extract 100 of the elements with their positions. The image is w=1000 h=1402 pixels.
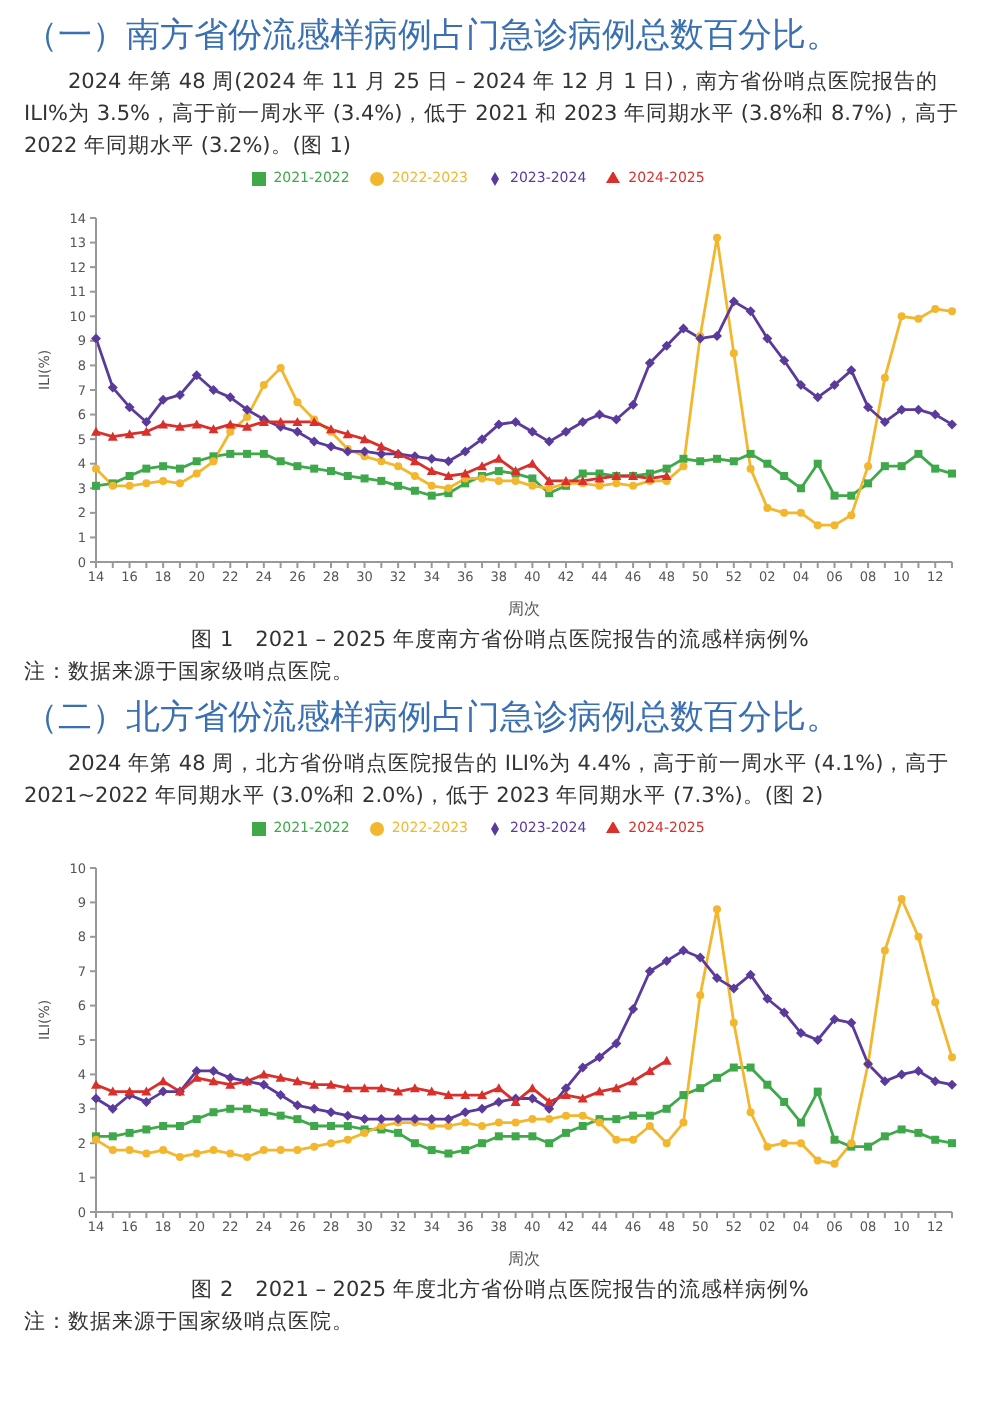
point <box>293 1115 302 1124</box>
point <box>393 1086 404 1096</box>
point <box>578 1122 587 1130</box>
point <box>410 472 419 480</box>
point <box>310 1142 319 1151</box>
point <box>443 456 454 467</box>
point <box>444 1122 453 1130</box>
text: 注：数据来源于国家级哨点医院。 <box>22 658 356 686</box>
point <box>527 426 538 437</box>
point <box>175 1122 184 1130</box>
point <box>511 476 520 485</box>
point <box>309 436 320 447</box>
point <box>879 416 890 427</box>
point <box>124 429 135 439</box>
point <box>644 966 655 977</box>
point <box>427 491 436 500</box>
point <box>493 1096 504 1107</box>
point <box>594 1086 605 1096</box>
point <box>477 434 488 445</box>
point <box>829 1014 840 1025</box>
point <box>376 441 387 451</box>
point <box>326 467 335 476</box>
point <box>829 380 840 391</box>
point <box>745 306 756 317</box>
chart-subtitle: 2024 年第 48 周，北方省份哨点医院报告的 ILI%为 4.4%，高于前一周水平 (4.1%)，高于 2021~2022 年同期水平 (3.0%和 2.0%)，低于 2023 年同期水平 (7.3%)。(图 2) <box>22 750 952 812</box>
point <box>444 1149 453 1158</box>
point <box>796 1118 805 1127</box>
point <box>175 479 184 488</box>
point <box>92 481 100 490</box>
point <box>159 1122 168 1130</box>
point <box>695 952 706 963</box>
point <box>661 340 672 351</box>
point <box>847 511 856 520</box>
point <box>242 421 253 431</box>
point <box>628 1076 639 1086</box>
point <box>578 469 587 478</box>
point <box>292 1076 303 1086</box>
point <box>813 459 822 468</box>
point <box>864 462 873 471</box>
point <box>612 479 621 488</box>
point <box>225 1079 236 1089</box>
point <box>679 462 688 471</box>
point <box>427 1122 436 1130</box>
point <box>846 1017 857 1028</box>
point <box>528 474 537 483</box>
point <box>662 1104 671 1113</box>
point <box>931 998 940 1007</box>
point <box>493 453 504 463</box>
point <box>276 457 285 466</box>
point <box>325 1079 336 1089</box>
point <box>158 1076 169 1086</box>
point <box>662 1139 671 1148</box>
point <box>107 1086 118 1096</box>
point <box>461 1146 470 1155</box>
point <box>728 296 739 307</box>
point <box>175 1152 184 1161</box>
point <box>394 1128 403 1137</box>
point <box>713 1073 722 1082</box>
point <box>124 1086 135 1096</box>
point <box>713 233 722 242</box>
x-axis-title: 周次 <box>508 600 540 618</box>
point <box>947 419 957 430</box>
point <box>914 314 923 323</box>
point <box>243 413 252 422</box>
point <box>209 1146 218 1155</box>
point <box>309 1103 320 1114</box>
point <box>107 431 118 441</box>
point <box>930 409 941 420</box>
point <box>948 307 956 316</box>
point <box>460 468 471 478</box>
point <box>914 932 923 941</box>
point <box>276 1111 285 1120</box>
point <box>209 457 218 466</box>
point <box>108 1132 117 1141</box>
point <box>141 426 152 436</box>
point <box>343 472 352 480</box>
point <box>259 381 268 390</box>
point <box>897 894 906 903</box>
point <box>780 508 789 517</box>
point <box>713 454 722 463</box>
point <box>914 449 923 458</box>
point <box>511 1118 520 1127</box>
point <box>661 955 672 966</box>
point <box>746 1063 755 1072</box>
point <box>629 1111 638 1120</box>
point <box>813 1156 822 1165</box>
point <box>243 449 252 458</box>
point <box>225 419 236 429</box>
point <box>226 449 235 458</box>
point <box>796 484 805 493</box>
point <box>897 1125 906 1134</box>
point <box>914 1128 923 1137</box>
point <box>125 481 134 490</box>
point <box>745 969 756 980</box>
point <box>678 945 689 956</box>
point <box>913 1065 924 1076</box>
point <box>377 476 386 485</box>
point <box>812 1035 823 1045</box>
point <box>494 1118 503 1127</box>
point <box>191 1065 202 1076</box>
